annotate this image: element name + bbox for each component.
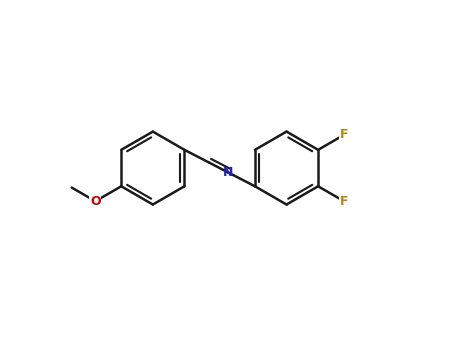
Text: F: F — [340, 128, 348, 141]
Text: N: N — [223, 166, 233, 179]
Text: F: F — [340, 195, 348, 208]
Text: O: O — [90, 195, 101, 208]
